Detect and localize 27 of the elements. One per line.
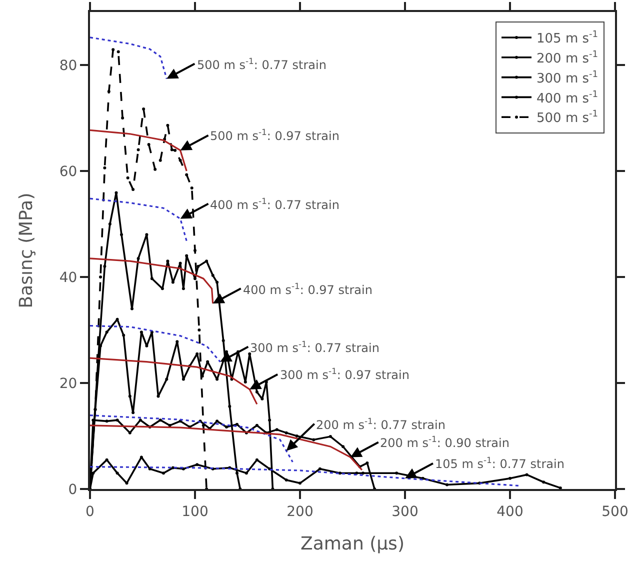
annotation: 500 m s$^{-1}$: 0.77 strain xyxy=(197,56,326,72)
x-tick-label: 500 xyxy=(602,504,628,520)
y-tick-label: 40 xyxy=(59,270,78,286)
x-tick-label: 100 xyxy=(182,504,208,520)
x-tick-label: 300 xyxy=(392,504,418,520)
annotation: 400 m s$^{-1}$: 0.77 strain xyxy=(210,196,340,212)
legend-label: 400 m s$^{-1}$ xyxy=(536,90,598,106)
annotation: 300 m s$^{-1}$: 0.97 strain xyxy=(280,366,410,382)
annotation: 200 m s$^{-1}$: 0.77 strain xyxy=(316,416,446,432)
annotation: 300 m s$^{-1}$: 0.77 strain xyxy=(250,339,380,356)
x-tick-label: 400 xyxy=(496,504,524,520)
legend-label: 105 m s$^{-1}$ xyxy=(536,30,598,47)
x-axis-title: Zaman (µs) xyxy=(300,533,404,554)
x-tick-label: 200 xyxy=(286,504,314,520)
y-tick-label: 20 xyxy=(59,376,78,392)
legend-label: 300 m s$^{-1}$ xyxy=(536,70,598,86)
annotation: 400 m s$^{-1}$: 0.97 strain xyxy=(243,281,372,298)
annotation: 500 m s$^{-1}$: 0.97 strain xyxy=(210,127,340,144)
legend-label: 500 m s$^{-1}$ xyxy=(536,110,598,126)
x-tick-label: 0 xyxy=(86,504,94,520)
y-tick-label: 60 xyxy=(59,164,78,180)
y-axis-title: Basınç (MPa) xyxy=(16,192,38,308)
annotation: 200 m s$^{-1}$: 0.90 strain xyxy=(380,434,510,450)
legend-label: 200 m s$^{-1}$ xyxy=(536,50,598,66)
y-tick-label: 80 xyxy=(59,58,78,74)
y-tick-label: 0 xyxy=(68,482,78,498)
annotation: 105 m s$^{-1}$: 0.77 strain xyxy=(435,455,564,472)
